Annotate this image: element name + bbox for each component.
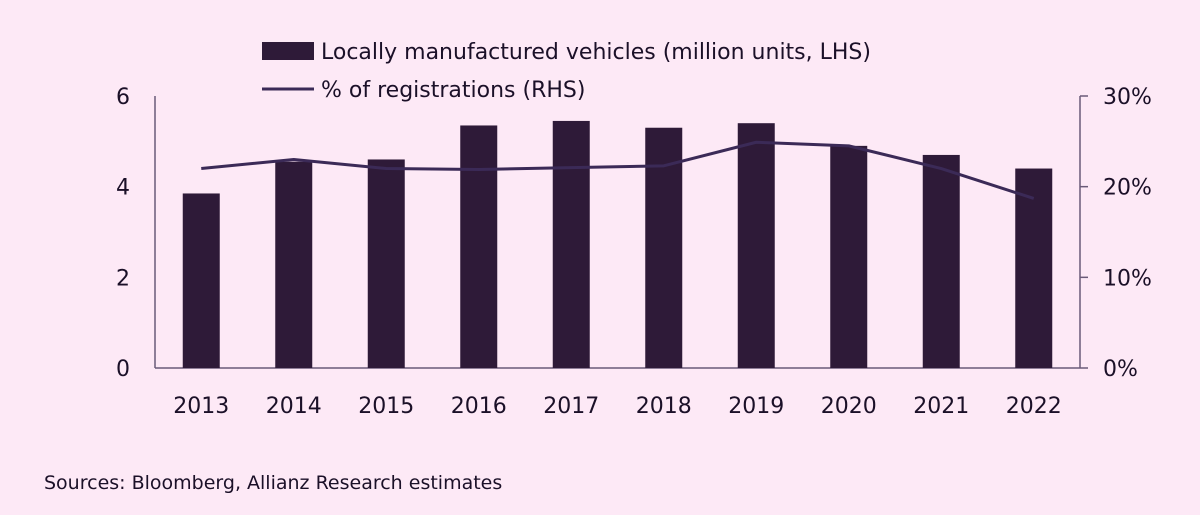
x-tick-label: 2017: [543, 394, 599, 419]
x-tick-label: 2019: [728, 394, 784, 419]
right-tick-label: 0%: [1103, 357, 1138, 382]
bar: [645, 127, 683, 368]
left-tick-label: 6: [116, 85, 130, 110]
x-tick-label: 2014: [266, 394, 322, 419]
bar: [552, 120, 590, 368]
x-tick-label: 2015: [358, 394, 414, 419]
bar: [460, 125, 498, 368]
bar: [367, 159, 405, 368]
bar: [737, 123, 775, 368]
right-tick-label: 20%: [1103, 176, 1152, 201]
legend-line-label: % of registrations (RHS): [321, 78, 585, 103]
legend: Locally manufactured vehicles (million u…: [262, 40, 871, 103]
left-tick-label: 4: [116, 176, 130, 201]
source-note: Sources: Bloomberg, Allianz Research est…: [44, 472, 503, 494]
x-tick-label: 2020: [821, 394, 877, 419]
tick-labels: 0 2 4 6 0% 10% 20% 30% 2013 2014 2015 2016 2017 2018 2…: [116, 85, 1152, 419]
right-tick-label: 10%: [1103, 266, 1152, 291]
line-series: [201, 140, 1035, 200]
left-tick-label: 0: [116, 357, 130, 382]
bar-series: [182, 120, 1053, 368]
bar: [182, 193, 220, 368]
x-tick-label: 2013: [173, 394, 229, 419]
bar: [1015, 168, 1053, 368]
right-tick-label: 30%: [1103, 85, 1152, 110]
legend-bar-swatch: [262, 42, 314, 60]
bar: [275, 161, 313, 368]
left-tick-label: 2: [116, 266, 130, 291]
x-tick-label: 2018: [636, 394, 692, 419]
registrations-line: [201, 140, 1035, 200]
x-tick-label: 2021: [913, 394, 969, 419]
x-tick-label: 2016: [451, 394, 507, 419]
x-tick-label: 2022: [1006, 394, 1062, 419]
bar: [922, 154, 960, 368]
bar: [830, 145, 868, 368]
legend-bar-label: Locally manufactured vehicles (million u…: [321, 40, 871, 65]
